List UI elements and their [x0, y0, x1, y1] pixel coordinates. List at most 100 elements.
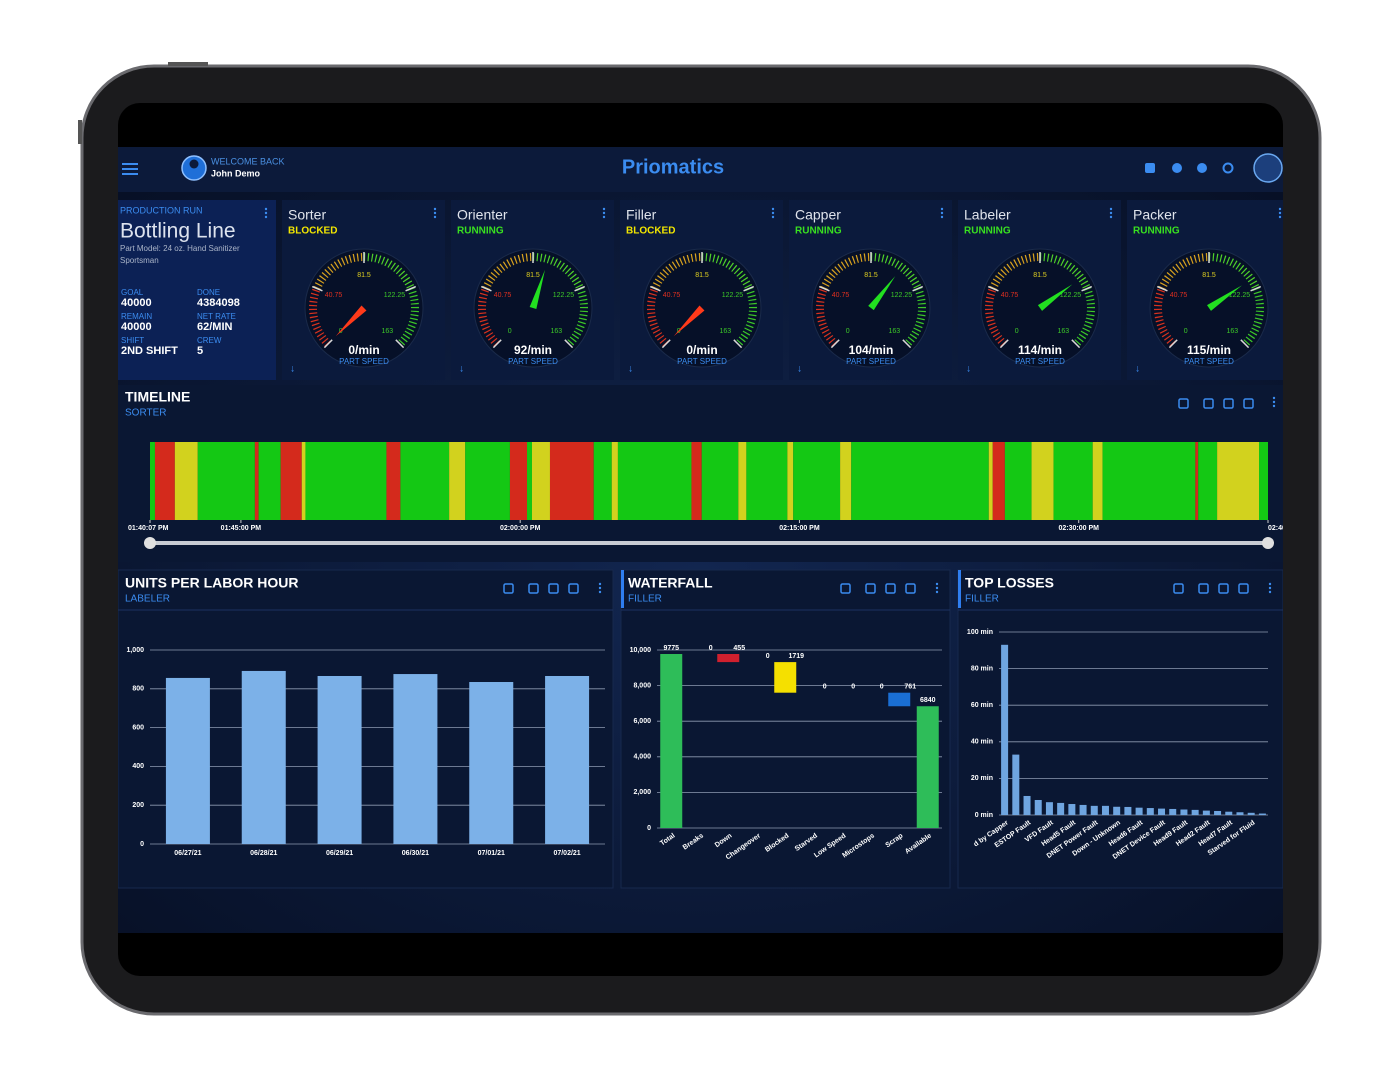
speed-value: 115/min [1187, 343, 1231, 357]
panel-icon [885, 583, 896, 594]
bar [393, 674, 438, 844]
download-icon: ↓ [459, 364, 464, 375]
menu-dot [1278, 215, 1282, 219]
gauge-tick-label: 163 [381, 328, 393, 335]
gauge-tick-label: 81.5 [357, 272, 371, 279]
gauge-band [313, 253, 365, 291]
gauge-tick [818, 285, 830, 292]
gauge-band [985, 286, 1007, 347]
gauge-tick-label: 81.5 [1202, 272, 1216, 279]
panel-icon [548, 583, 559, 594]
menu-button[interactable] [122, 163, 138, 175]
x-tick-label: 06/29/21 [326, 850, 353, 857]
menu-dot [1272, 400, 1276, 404]
gauge-needle [1037, 284, 1073, 311]
panel-icon [1173, 583, 1184, 594]
menu-dot [598, 590, 602, 594]
gauge-tick-label: 40.75 [325, 292, 343, 299]
bar [1180, 809, 1188, 815]
speed-value: 104/min [849, 343, 894, 357]
gauge-tick-label: 0 [846, 328, 850, 335]
panel-subtitle: SORTER [125, 408, 167, 419]
gauge-band [397, 286, 419, 347]
gauge-band [870, 253, 922, 291]
stat-label: CREW [197, 336, 222, 345]
gauge-tick [405, 285, 417, 292]
header-icon[interactable] [1145, 163, 1155, 173]
menu-dot [771, 207, 775, 211]
bar [1258, 813, 1266, 815]
x-tick-label: 01:45:00 PM [221, 525, 262, 532]
header-icon[interactable] [1172, 163, 1182, 173]
timeline-segment [988, 442, 993, 520]
x-tick-label: 01:40:07 PM [128, 525, 169, 532]
bar [1057, 802, 1065, 815]
menu-dot [264, 207, 268, 211]
gauge-tick-label: 122.25 [384, 292, 406, 299]
menu-dot [1268, 590, 1272, 594]
gauge-band [816, 286, 838, 347]
value-label: 0 [880, 684, 884, 691]
stat-value: 2ND SHIFT [121, 345, 178, 357]
menu-dot [940, 215, 944, 219]
bar [1135, 807, 1143, 815]
gauge-tick [733, 339, 743, 349]
panel-icon [840, 583, 851, 594]
gauge-tick [574, 285, 586, 292]
header-icon[interactable] [1222, 162, 1234, 174]
gauge-band [482, 253, 534, 291]
stat-label: NET RATE [197, 312, 236, 321]
gauge-tick [912, 285, 924, 292]
machine-name: Labeler [964, 207, 1011, 223]
x-tick-label: 06/27/21 [174, 850, 201, 857]
y-tick-label: 2,000 [633, 789, 651, 796]
menu-dot [1109, 215, 1113, 219]
gauge-band [989, 253, 1041, 291]
menu-dot [1278, 211, 1282, 215]
speed-value: 92/min [514, 343, 552, 357]
chart-title: TOP LOSSES [965, 575, 1054, 591]
bar [1023, 795, 1031, 815]
line-title: Bottling Line [120, 220, 236, 243]
stat-label: REMAIN [121, 312, 152, 321]
panel-icon [1198, 583, 1209, 594]
stat-value: 40000 [121, 297, 152, 309]
panel-icon [1238, 583, 1249, 594]
menu-dot [940, 211, 944, 215]
gauge-tick-label: 122.25 [1060, 292, 1082, 299]
bar [317, 675, 362, 844]
menu-dot [1268, 586, 1272, 590]
download-icon: ↓ [966, 364, 971, 375]
timeline-segment [617, 442, 692, 520]
timeline-segment [280, 442, 302, 520]
avatar-head [189, 159, 199, 169]
y-tick-label: 600 [132, 724, 144, 731]
timeline-segment [1259, 442, 1268, 520]
timeline-segment [1195, 442, 1199, 520]
gauge-band [1242, 286, 1264, 347]
y-tick-label: 1,000 [126, 647, 144, 654]
panel-icon [503, 583, 514, 594]
y-tick-label: 4,000 [633, 754, 651, 761]
bar [1068, 804, 1076, 815]
menu-dot [602, 211, 606, 215]
bar [1045, 802, 1053, 815]
gauge-tick [1071, 339, 1081, 349]
machine-status: BLOCKED [626, 226, 675, 237]
chart-subtitle: FILLER [628, 594, 662, 605]
value-label: 761 [904, 684, 916, 691]
gauge-needle [673, 305, 705, 337]
gauge-tick-label: 40.75 [1170, 292, 1188, 299]
download-icon: ↓ [290, 364, 295, 375]
machine-name: Capper [795, 207, 841, 223]
gauge-tick-label: 81.5 [864, 272, 878, 279]
value-label: 0 [766, 653, 770, 660]
header-icon[interactable] [1197, 163, 1207, 173]
slider-handle[interactable] [1262, 537, 1274, 549]
slider-handle[interactable] [144, 537, 156, 549]
machine-status: RUNNING [795, 226, 842, 237]
y-tick-label: 0 [647, 825, 651, 832]
panel-accent [958, 570, 961, 608]
panel-icon [1218, 583, 1229, 594]
y-tick-label: 200 [132, 802, 144, 809]
